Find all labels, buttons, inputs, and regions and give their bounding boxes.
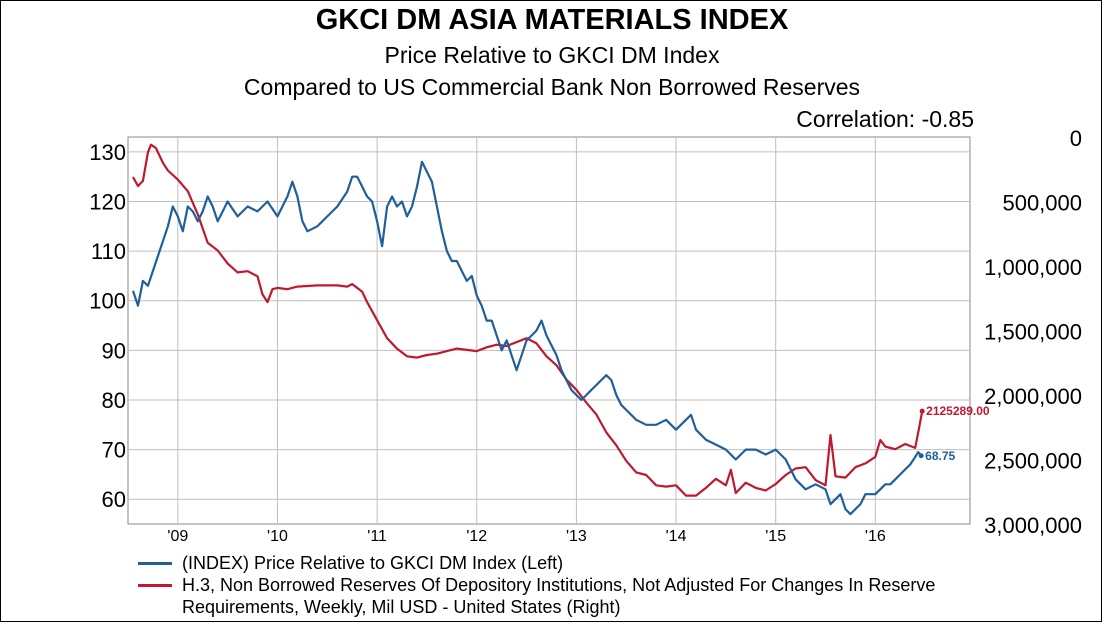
legend-line-index (138, 562, 172, 565)
correlation-annotation: Correlation: -0.85 (796, 106, 974, 132)
x-tick-label-6: '15 (765, 528, 786, 545)
last-value-label-reserves: 2125289.00 (926, 404, 990, 418)
x-tick-label-7: '16 (865, 528, 886, 545)
y-right-tick-label-5: 2,500,000 (984, 449, 1082, 474)
y-left-tick-label-1: 120 (89, 190, 126, 215)
series-line-index (131, 160, 923, 516)
x-tick-label-2: '11 (367, 528, 387, 545)
x-tick-label-0: '09 (167, 528, 188, 545)
x-tick-label-4: '13 (566, 528, 587, 545)
legend-line-reserves (138, 584, 172, 587)
y-left-tick-label-6: 70 (102, 438, 126, 463)
x-tick-label-5: '14 (666, 528, 687, 545)
y-right-tick-label-2: 1,000,000 (984, 255, 1082, 280)
last-point-reserves (919, 408, 925, 414)
x-tick-label-1: '10 (267, 528, 288, 545)
plot-area (127, 136, 971, 525)
x-tick-label-3: '12 (466, 528, 487, 545)
chart-subtitle-2: Compared to US Commercial Bank Non Borro… (243, 74, 861, 100)
chart-subtitle-1: Price Relative to GKCI DM Index (384, 42, 720, 68)
last-point-index (918, 453, 924, 459)
legend-label-index: (INDEX) Price Relative to GKCI DM Index … (182, 553, 564, 573)
y-left-tick-label-7: 60 (102, 487, 126, 512)
y-right-tick-label-6: 3,000,000 (984, 513, 1082, 538)
y-left-tick-label-2: 110 (91, 239, 126, 264)
series-line-reserves (132, 143, 924, 497)
legend-label-reserves: H.3, Non Borrowed Reserves Of Depository… (182, 575, 936, 617)
y-right-tick-label-1: 500,000 (1002, 191, 1082, 216)
y-left-tick-label-3: 100 (89, 289, 126, 314)
y-right-tick-label-3: 1,500,000 (984, 320, 1082, 345)
y-right-tick-label-0: 0 (1070, 126, 1082, 151)
chart-title: GKCI DM ASIA MATERIALS INDEX (315, 4, 789, 36)
y-left-tick-label-0: 130 (89, 140, 126, 165)
y-left-tick-label-4: 90 (102, 338, 126, 363)
y-right-tick-label-4: 2,000,000 (984, 384, 1082, 409)
last-value-label-index: 68.75 (925, 449, 955, 463)
y-left-tick-label-5: 80 (102, 388, 126, 413)
